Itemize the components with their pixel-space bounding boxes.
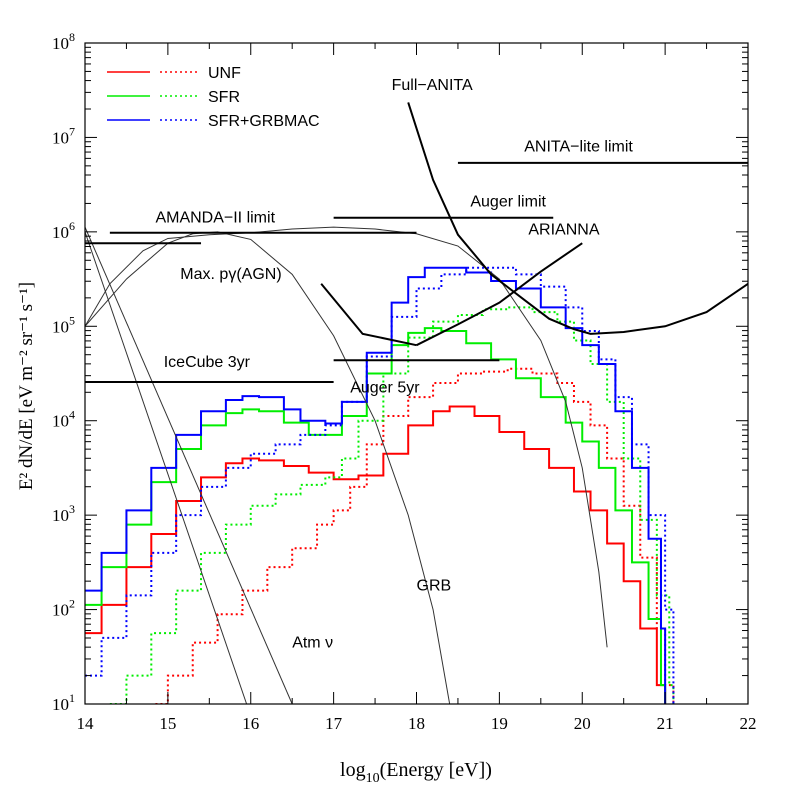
x-axis-label-rest: (Energy [eV]) <box>380 759 492 781</box>
x-axis-label: log10(Energy [eV]) <box>340 759 492 786</box>
limit-label-auger-limit: Auger limit <box>470 193 546 210</box>
annotation-full-anita-label: Full−ANITA <box>392 77 473 94</box>
x-tick-label-15: 15 <box>159 714 176 733</box>
series-unf-dot <box>155 367 675 704</box>
y-tick-label: 103 <box>52 502 75 525</box>
series-atm-nu-1 <box>85 226 293 704</box>
y-axis-label: E² dN/dE [eV m⁻² sr⁻¹ s⁻¹] <box>16 282 37 490</box>
y-tick-label: 105 <box>52 313 75 336</box>
series-arianna <box>416 242 583 347</box>
legend-label-1: SFR <box>208 89 240 106</box>
series-grbmac-solid <box>85 266 667 704</box>
x-tick-label-17: 17 <box>325 714 343 733</box>
series-grb <box>85 231 451 704</box>
y-tick-label: 104 <box>52 408 75 431</box>
legend-label-2: SFR+GRBMAC <box>208 113 320 130</box>
x-tick-label-19: 19 <box>491 714 508 733</box>
legend: UNF SFR SFR+GRBMAC <box>107 65 320 130</box>
limit-label-auger-5yr: Auger 5yr <box>350 379 420 396</box>
x-axis-label-main: log <box>340 759 366 781</box>
series-grbmac-dot <box>85 266 675 704</box>
plot-area <box>85 102 748 704</box>
limit-lines: ANITA−lite limit Auger limit AMANDA−II lim… <box>85 139 748 396</box>
annotation-grb-label: GRB <box>417 578 452 595</box>
x-tick-label-22: 22 <box>740 714 757 733</box>
limit-label-anita-lite: ANITA−lite limit <box>524 139 633 156</box>
y-tick-label: 101 <box>52 691 75 714</box>
y-tick-label: 108 <box>52 30 75 53</box>
series-atm-nu-2 <box>85 231 248 704</box>
annotation-max-pgamma-label: Max. pγ(AGN) <box>180 266 281 283</box>
x-axis-label-subscript: 10 <box>366 771 380 786</box>
annotation-atm-nu-label: Atm ν <box>292 634 333 651</box>
x-tick-label-21: 21 <box>657 714 674 733</box>
x-tick-label-16: 16 <box>242 714 259 733</box>
y-tick-label: 102 <box>52 597 75 620</box>
legend-label-0: UNF <box>208 65 241 82</box>
series-sfr-solid <box>85 327 667 704</box>
limit-label-icecube-3yr: IceCube 3yr <box>164 354 251 371</box>
y-tick-label: 107 <box>52 124 75 147</box>
annotations: Full−ANITA ARIANNA Max. pγ(AGN) GRB Atm ν <box>180 77 600 651</box>
series-full-anita <box>407 102 748 335</box>
x-tick-label-14: 14 <box>77 714 95 733</box>
axis-ticks: 14 15 16 17 18 19 20 21 22 101 102 103 104 105 106 107 1… <box>52 30 757 733</box>
y-tick-label: 106 <box>52 219 75 242</box>
series-max-pgamma <box>320 283 417 347</box>
annotation-arianna-label: ARIANNA <box>528 222 599 239</box>
limit-label-amanda-upper: AMANDA−II limit <box>155 209 275 226</box>
x-tick-label-20: 20 <box>574 714 591 733</box>
x-tick-label-18: 18 <box>408 714 425 733</box>
